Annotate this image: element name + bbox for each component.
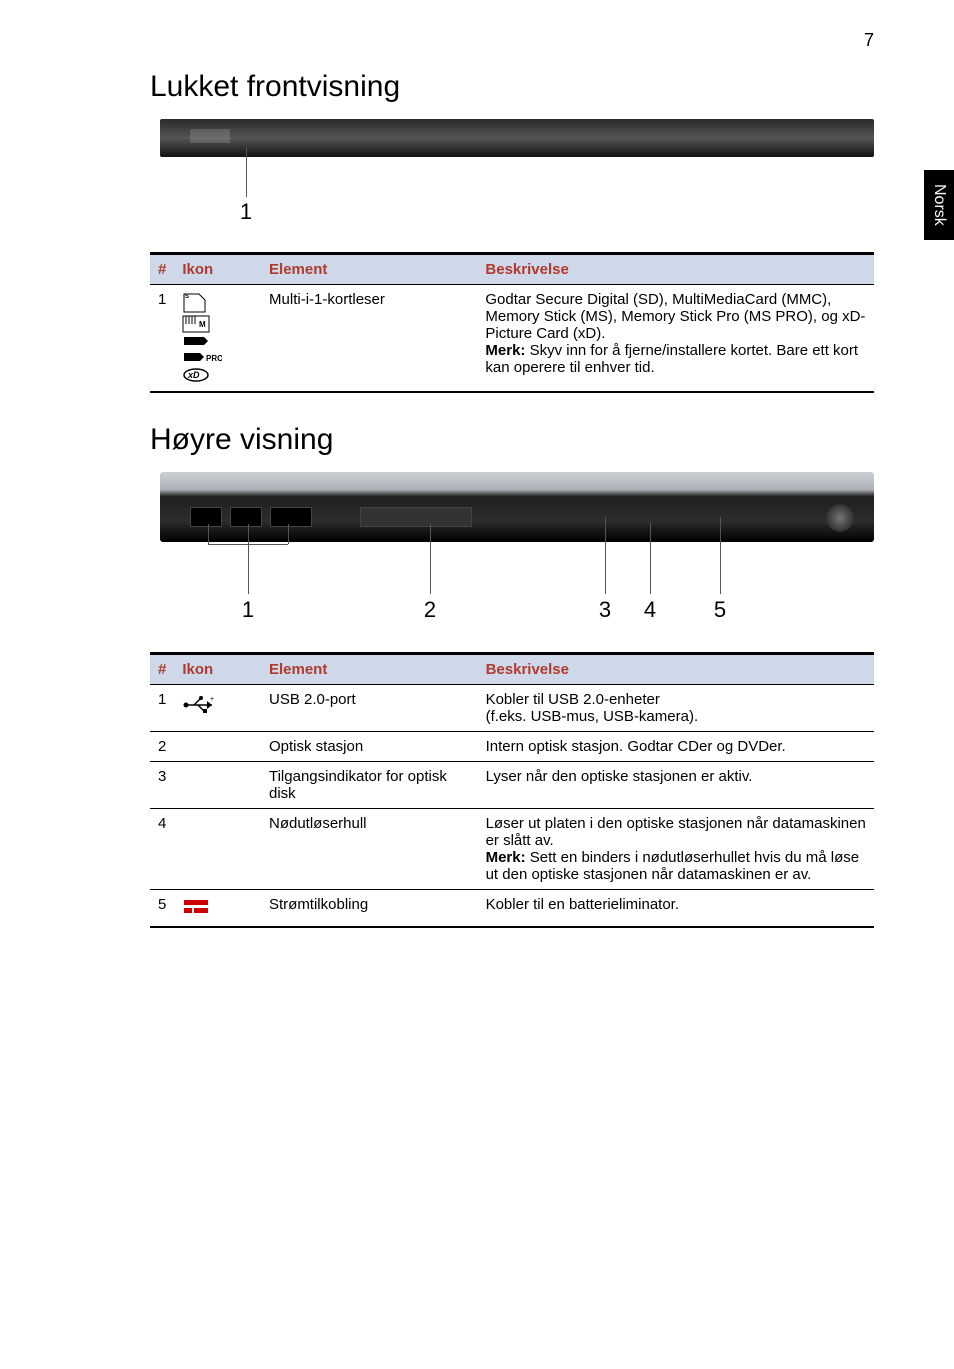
right-spec-table: # Ikon Element Beskrivelse 1 + USB 2.0-p… (150, 652, 874, 928)
header-element: Element (261, 254, 477, 285)
svg-text:xD: xD (187, 370, 200, 380)
table-row: 4 Nødutløserhull Løser ut platen i den o… (150, 809, 874, 890)
table-row: 1 + USB 2.0-port Kobler til USB 2.0-enhe… (150, 685, 874, 732)
front-view-illustration: 1 (150, 119, 874, 237)
desc-bold: Merk: (485, 342, 525, 359)
row-num: 1 (150, 685, 174, 732)
row-desc: Kobler til USB 2.0-enheter (f.eks. USB-m… (478, 685, 874, 732)
usb-port-3 (270, 507, 312, 527)
table-row: 3 Tilgangsindikator for optisk disk Lyse… (150, 762, 874, 809)
card-slot-detail (190, 129, 230, 143)
callout-number-r5: 5 (714, 597, 726, 623)
sd-card-icon: S (182, 293, 208, 313)
callout-number-r2: 2 (424, 597, 436, 623)
row-num: 3 (150, 762, 174, 809)
header-desc: Beskrivelse (478, 654, 874, 685)
cline-3 (605, 517, 606, 594)
callout-number-r4: 4 (644, 597, 656, 623)
desc-text-2: Sett en binders i nødutløserhullet hvis … (486, 849, 860, 883)
row-element: Optisk stasjon (261, 732, 478, 762)
usb-port-2 (230, 507, 262, 527)
front-spec-table: # Ikon Element Beskrivelse 1 S M PRO xD … (150, 252, 874, 393)
cline-2 (430, 524, 431, 594)
language-tab: Norsk (924, 170, 954, 240)
svg-text:M: M (199, 320, 206, 329)
cline-5 (720, 517, 721, 594)
row-element: Nødutløserhull (261, 809, 478, 890)
cline-1a (208, 524, 209, 544)
row-icon-cell (174, 809, 261, 890)
table-header-row: # Ikon Element Beskrivelse (150, 654, 874, 685)
usb-port-1 (190, 507, 222, 527)
row-element: Strømtilkobling (261, 890, 478, 928)
desc-text-1: Godtar Secure Digital (SD), MultiMediaCa… (485, 291, 865, 342)
svg-text:S: S (185, 294, 189, 300)
callout-line-1 (246, 147, 247, 197)
row-num: 5 (150, 890, 174, 928)
device-right-image (160, 472, 874, 542)
row-desc: Kobler til en batterieliminator. (478, 890, 874, 928)
row-icon-cell (174, 762, 261, 809)
cline-4 (650, 522, 651, 594)
svg-text:+: + (210, 696, 214, 703)
table-row: 1 S M PRO xD Multi-i-1-kortleser Godtar … (150, 285, 874, 393)
row-desc: Lyser når den optiske stasjonen er aktiv… (478, 762, 874, 809)
power-port (826, 504, 854, 532)
cline-1-down (248, 544, 249, 594)
table-row: 5 Strømtilkobling Kobler til en batterie… (150, 890, 874, 928)
row-element: USB 2.0-port (261, 685, 478, 732)
header-icon: Ikon (174, 254, 261, 285)
document-page: 7 Norsk Lukket frontvisning 1 # Ikon Ele… (0, 0, 954, 968)
callout-number-1: 1 (240, 199, 252, 225)
row-icon-cell: S M PRO xD (174, 285, 261, 393)
callout-number-r1: 1 (242, 597, 254, 623)
svg-text:PRO: PRO (206, 354, 222, 363)
callout-number-r3: 3 (599, 597, 611, 623)
header-icon: Ikon (174, 654, 261, 685)
usb-icon: + (182, 695, 218, 719)
row-icon-cell (174, 732, 261, 762)
optical-drive (360, 507, 472, 527)
row-icon-cell: + (174, 685, 261, 732)
row-num: 2 (150, 732, 174, 762)
desc-text-1: Løser ut platen i den optiske stasjonen … (486, 815, 866, 849)
row-num: 4 (150, 809, 174, 890)
header-num: # (150, 654, 174, 685)
row-desc: Løser ut platen i den optiske stasjonen … (478, 809, 874, 890)
cline-1c (288, 524, 289, 544)
header-num: # (150, 254, 174, 285)
right-view-illustration: 1 2 3 4 5 (150, 472, 874, 637)
row-element: Multi-i-1-kortleser (261, 285, 477, 393)
ms-icon (182, 335, 210, 349)
xd-icon: xD (182, 367, 210, 383)
header-desc: Beskrivelse (477, 254, 874, 285)
power-icon (182, 896, 218, 920)
row-desc: Intern optisk stasjon. Godtar CDer og DV… (478, 732, 874, 762)
right-callouts: 1 2 3 4 5 (160, 542, 874, 637)
front-callouts: 1 (160, 157, 874, 237)
mmc-icon: M (182, 315, 210, 333)
table-row: 2 Optisk stasjon Intern optisk stasjon. … (150, 732, 874, 762)
mspro-icon: PRO (182, 351, 222, 365)
row-desc: Godtar Secure Digital (SD), MultiMediaCa… (477, 285, 874, 393)
row-num: 1 (150, 285, 174, 393)
section1-title: Lukket frontvisning (150, 70, 874, 104)
cline-1b (248, 524, 249, 544)
header-element: Element (261, 654, 478, 685)
page-number: 7 (864, 30, 874, 51)
desc-bold: Merk: (486, 849, 526, 866)
table-header-row: # Ikon Element Beskrivelse (150, 254, 874, 285)
row-element: Tilgangsindikator for optisk disk (261, 762, 478, 809)
row-icon-cell (174, 890, 261, 928)
device-front-image (160, 119, 874, 157)
desc-text-2: Skyv inn for å fjerne/installere kortet.… (485, 342, 858, 376)
section2-title: Høyre visning (150, 423, 874, 457)
